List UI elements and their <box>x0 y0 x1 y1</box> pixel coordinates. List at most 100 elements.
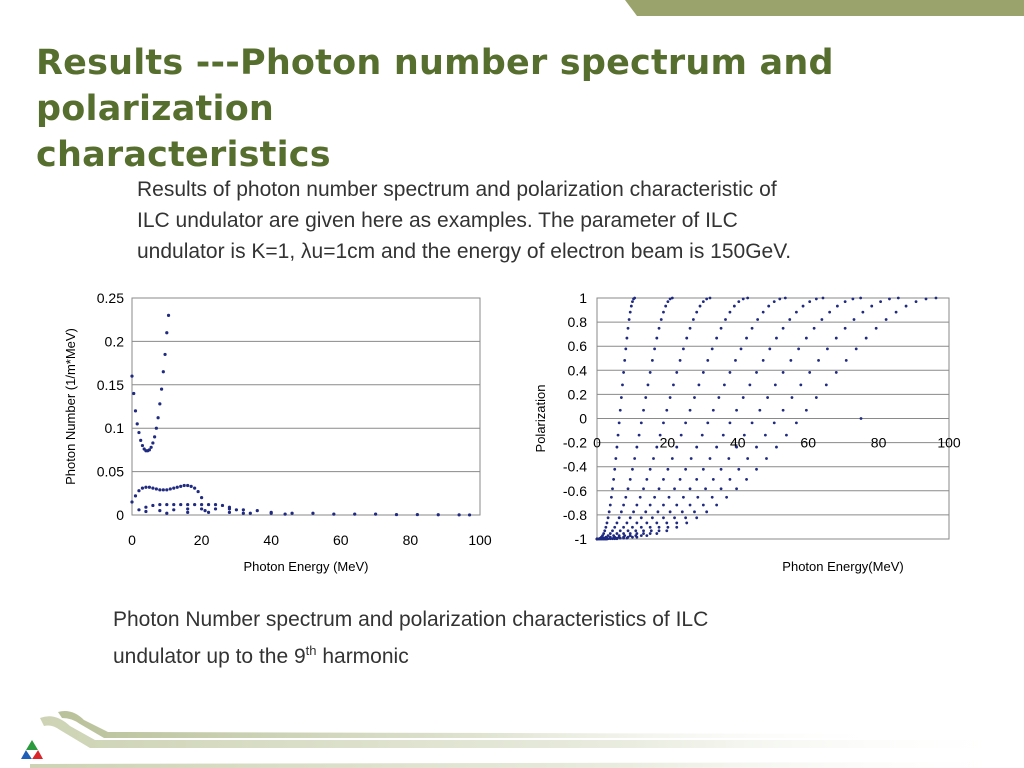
data-point <box>670 457 674 460</box>
data-point <box>678 478 682 481</box>
data-point <box>158 402 162 406</box>
data-point <box>615 537 619 541</box>
data-point <box>648 371 652 374</box>
data-point <box>638 495 642 499</box>
data-point <box>642 532 645 535</box>
data-point <box>727 457 731 460</box>
data-point <box>631 535 634 539</box>
data-point <box>715 445 719 449</box>
y-tick-label: -0.4 <box>563 459 587 475</box>
data-point <box>622 532 625 535</box>
data-point <box>168 487 172 491</box>
data-point <box>158 509 162 513</box>
data-point <box>799 383 803 387</box>
data-point <box>844 358 848 362</box>
data-point <box>662 421 665 425</box>
data-point <box>766 396 769 399</box>
data-point <box>675 445 679 449</box>
data-point <box>172 508 176 512</box>
data-point <box>163 352 167 357</box>
paragraph-line2: ILC undulator are given here as examples… <box>137 209 738 232</box>
data-point <box>166 313 171 317</box>
data-point <box>213 507 218 511</box>
data-point <box>719 326 723 330</box>
data-point <box>186 502 190 507</box>
data-point <box>701 467 705 471</box>
data-point <box>645 478 649 481</box>
data-point <box>758 408 762 412</box>
data-point <box>688 326 692 330</box>
data-point <box>648 467 652 471</box>
data-point <box>670 296 674 300</box>
data-point <box>290 511 294 515</box>
data-point <box>679 433 683 437</box>
data-point <box>193 486 197 490</box>
data-point <box>130 500 134 504</box>
data-point <box>610 495 613 499</box>
data-point <box>186 483 190 488</box>
data-point <box>781 326 785 330</box>
data-point <box>605 521 609 525</box>
data-point <box>415 512 419 517</box>
data-point <box>655 521 659 525</box>
data-point <box>608 503 612 507</box>
y-tick-label: 0.05 <box>97 464 124 480</box>
y-tick-label: 0.4 <box>568 362 588 378</box>
data-point <box>772 300 776 304</box>
data-point <box>436 513 440 517</box>
data-point <box>689 457 693 460</box>
data-point <box>894 310 898 314</box>
data-point <box>648 503 652 507</box>
data-point <box>627 318 631 321</box>
data-point <box>135 422 139 426</box>
data-point <box>635 532 639 535</box>
data-point <box>746 296 750 300</box>
y-tick-label: 0.25 <box>97 290 124 306</box>
data-point <box>666 300 670 304</box>
data-point <box>824 383 828 387</box>
slide-title: Results ---Photon number spectrum and po… <box>36 40 1016 178</box>
data-point <box>696 495 700 499</box>
data-point <box>653 347 657 351</box>
y-tick-label: 0.1 <box>105 420 125 436</box>
data-point <box>625 521 629 525</box>
data-point <box>673 516 676 520</box>
data-point <box>691 318 695 321</box>
data-point <box>648 525 652 529</box>
paragraph-line3: undulator is K=1, λu=1cm and the energy … <box>137 240 792 263</box>
data-point <box>701 503 705 507</box>
data-point <box>642 487 645 491</box>
y-tick-label: 0 <box>116 507 124 523</box>
data-point <box>200 496 204 500</box>
data-point <box>789 358 793 362</box>
data-point <box>775 336 778 340</box>
polarization-chart: -1 -0.8 -0.6 -0.4 -0.2 0 0.2 0.4 0.6 0.8 1 0 20 40 60 8… <box>533 290 961 574</box>
data-point <box>165 488 169 492</box>
data-point <box>645 534 649 538</box>
data-point <box>741 396 745 399</box>
data-point <box>332 512 336 516</box>
data-point <box>196 489 200 494</box>
data-point <box>175 485 179 489</box>
data-point <box>739 347 743 351</box>
data-point <box>227 510 232 514</box>
data-point <box>457 513 461 517</box>
data-point <box>711 408 715 412</box>
data-point <box>629 304 633 308</box>
data-point <box>633 457 637 460</box>
data-point <box>801 304 805 308</box>
data-point <box>665 529 669 533</box>
data-point <box>628 534 632 538</box>
data-point <box>611 487 614 491</box>
data-point <box>742 433 746 437</box>
data-point <box>732 304 736 308</box>
data-point <box>595 537 599 541</box>
data-point <box>710 347 714 351</box>
data-point <box>664 304 668 308</box>
y-tick-label: -0.6 <box>563 483 587 499</box>
data-point <box>741 297 745 301</box>
data-point <box>206 502 211 507</box>
data-point <box>808 300 812 304</box>
data-point <box>608 537 612 541</box>
data-point <box>622 371 625 374</box>
